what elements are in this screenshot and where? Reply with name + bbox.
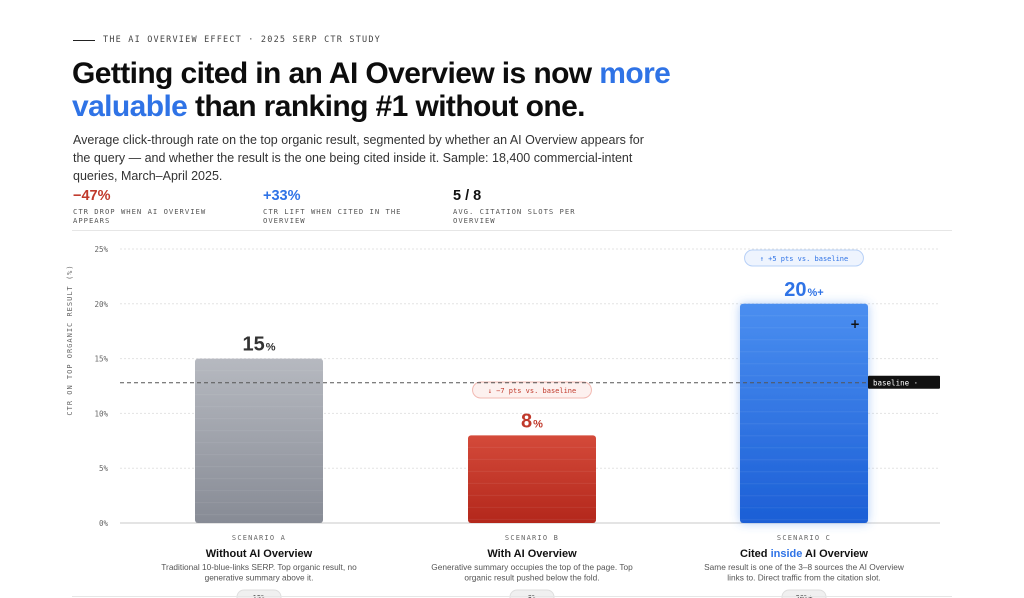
bar-value-unit: % (266, 342, 276, 354)
subtitle: Average click-through rate on the top or… (73, 133, 644, 183)
y-axis-title: CTR ON TOP ORGANIC RESULT (%) (66, 264, 74, 415)
bottom-divider (72, 596, 952, 597)
stat-label: AVG. CITATION SLOTS PER OVERVIEW (453, 207, 576, 225)
description-line: Generative summary occupies the top of t… (431, 562, 633, 572)
scenario-label: SCENARIO B (505, 534, 559, 542)
scenario-description: Same result is one of the 3–8 sources th… (704, 562, 905, 583)
scenario-title: With AI Overview (487, 548, 577, 560)
stat-label: CTR LIFT WHEN CITED IN THE OVERVIEW (263, 207, 402, 225)
baseline-tag (868, 375, 940, 389)
bar-value-unit: %+ (808, 287, 824, 299)
headline: Getting cited in an AI Overview is now m… (72, 57, 712, 123)
delta-pill-text: ↓ −7 pts vs. baseline (488, 387, 577, 395)
plus-marker-icon: + (850, 317, 860, 331)
description-line: links to. Direct traffic from the citati… (727, 573, 880, 583)
bar-value-number: 20 (784, 279, 806, 301)
section-divider (72, 230, 952, 231)
description-line: Same result is one of the 3–8 sources th… (704, 562, 905, 572)
delta-pill (744, 249, 864, 267)
y-tick-label: 20% (94, 300, 108, 309)
eyebrow-text: THE AI OVERVIEW EFFECT · 2025 SERP CTR S… (103, 35, 381, 45)
stat-citation-slots: 5 / 8 AVG. CITATION SLOTS PER OVERVIEW (453, 188, 643, 225)
description-line: generative summary above it. (205, 573, 314, 583)
bar-value-label: 8% (521, 410, 543, 432)
scenario-title: Cited inside AI Overview (740, 548, 868, 560)
delta-pill (472, 381, 592, 399)
headline-part1: Getting cited in an AI Overview is now (72, 57, 600, 90)
y-tick-label: 0% (99, 519, 109, 528)
stat-value: 5 / 8 (453, 188, 482, 204)
scenario-description: Traditional 10-blue-links SERP. Top orga… (161, 562, 357, 583)
title-part: Cited (740, 548, 771, 560)
baseline-tag-text: baseline · (873, 379, 918, 388)
stat-label: CTR DROP WHEN AI OVERVIEW APPEARS (73, 207, 207, 225)
y-tick-label: 25% (94, 245, 108, 254)
scenario-label: SCENARIO A (232, 534, 286, 542)
stat-value: −47% (73, 188, 111, 204)
description-line: Traditional 10-blue-links SERP. Top orga… (161, 562, 357, 572)
bar-value-label: 20%+ (784, 279, 823, 301)
title-part: AI Overview (802, 548, 868, 560)
bar-2 (468, 435, 596, 523)
stat-value: +33% (263, 188, 301, 204)
bar-3 (740, 303, 868, 523)
scenario-description: Generative summary occupies the top of t… (431, 562, 633, 583)
headline-part2: than ranking #1 without one. (187, 90, 585, 123)
description-line: organic result pushed below the fold. (464, 573, 599, 583)
stats-row: −47% CTR DROP WHEN AI OVERVIEW APPEARS +… (73, 188, 643, 225)
delta-pill-text: ↑ +5 pts vs. baseline (760, 255, 849, 263)
scenario-label: SCENARIO C (777, 534, 831, 542)
eyebrow-dash (73, 39, 95, 41)
eyebrow: THE AI OVERVIEW EFFECT · 2025 SERP CTR S… (73, 35, 381, 45)
title-accent: inside (771, 548, 803, 560)
scenario-title: Without AI Overview (206, 548, 313, 560)
bar-value-number: 8 (521, 410, 532, 432)
bar-value-number: 15 (242, 334, 264, 356)
stat-ctr-lift: +33% CTR LIFT WHEN CITED IN THE OVERVIEW (263, 188, 453, 225)
bar-1 (195, 358, 323, 523)
y-tick-label: 5% (99, 464, 109, 473)
y-tick-label: 10% (94, 409, 108, 418)
bar-value-label: 15% (242, 334, 275, 356)
headline-accent: more valuable (72, 57, 671, 123)
y-tick-label: 15% (94, 355, 108, 364)
bar-value-unit: % (533, 418, 543, 430)
stat-ctr-drop: −47% CTR DROP WHEN AI OVERVIEW APPEARS (73, 188, 263, 225)
